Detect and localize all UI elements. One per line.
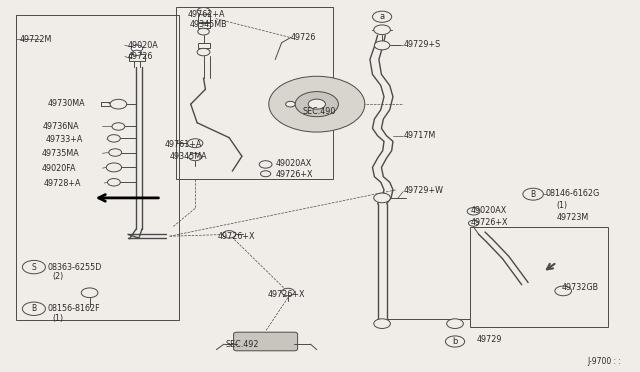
Circle shape (198, 28, 209, 35)
Circle shape (260, 171, 271, 177)
Bar (198, 14, 210, 22)
Text: 49729+W: 49729+W (403, 186, 443, 195)
Bar (16, 15, 179, 320)
Circle shape (445, 336, 465, 347)
Circle shape (372, 11, 392, 22)
Circle shape (282, 288, 294, 296)
Text: 49345MA: 49345MA (170, 153, 207, 161)
Text: J-9700 : :: J-9700 : : (588, 357, 621, 366)
Text: 49722M: 49722M (19, 35, 52, 44)
Bar (129, 54, 145, 61)
Circle shape (108, 179, 120, 186)
Text: b: b (452, 337, 458, 346)
Circle shape (106, 163, 122, 172)
Circle shape (447, 319, 463, 328)
Text: SEC.490: SEC.490 (302, 107, 335, 116)
Circle shape (374, 41, 390, 50)
Text: (2): (2) (52, 272, 64, 281)
Circle shape (131, 45, 143, 52)
Circle shape (374, 193, 390, 203)
Text: 49729+S: 49729+S (403, 40, 440, 49)
Circle shape (468, 220, 479, 226)
Circle shape (555, 286, 572, 296)
Circle shape (295, 92, 339, 117)
Text: 49717M: 49717M (403, 131, 435, 140)
Text: 49728+A: 49728+A (44, 179, 81, 187)
Circle shape (467, 208, 480, 215)
Circle shape (285, 101, 295, 107)
Text: 49020A: 49020A (128, 41, 159, 50)
Text: 49726+X: 49726+X (275, 170, 313, 179)
Circle shape (523, 188, 543, 200)
Text: a: a (380, 12, 385, 21)
Text: 49732GB: 49732GB (562, 283, 599, 292)
Text: B: B (531, 190, 536, 199)
Text: 49726+X: 49726+X (470, 218, 508, 227)
Text: 49726+X: 49726+X (268, 290, 305, 299)
Text: 49345MB: 49345MB (189, 20, 227, 29)
Circle shape (259, 161, 272, 168)
Circle shape (108, 135, 120, 142)
Text: 49020AX: 49020AX (275, 159, 312, 168)
Circle shape (374, 25, 390, 35)
FancyBboxPatch shape (234, 332, 298, 351)
Circle shape (188, 139, 203, 148)
Circle shape (109, 149, 122, 156)
Circle shape (81, 288, 98, 298)
Circle shape (22, 302, 45, 315)
Circle shape (110, 99, 127, 109)
Circle shape (189, 153, 202, 161)
Text: 08156-8162F: 08156-8162F (48, 304, 100, 313)
Text: 49726: 49726 (128, 52, 154, 61)
Text: 08146-6162G: 08146-6162G (545, 189, 600, 198)
Text: 08363-6255D: 08363-6255D (48, 263, 102, 272)
Text: 49761+A: 49761+A (165, 140, 202, 149)
Text: (1): (1) (52, 314, 63, 323)
Circle shape (374, 319, 390, 328)
Circle shape (132, 50, 141, 55)
Text: 49020AX: 49020AX (470, 206, 507, 215)
Circle shape (223, 231, 236, 238)
Text: 49020FA: 49020FA (42, 164, 76, 173)
Circle shape (197, 7, 210, 15)
Text: S: S (31, 263, 36, 272)
Text: 49726+X: 49726+X (218, 232, 255, 241)
Ellipse shape (283, 96, 298, 112)
Bar (470, 227, 608, 327)
Circle shape (308, 99, 326, 109)
Text: 49735MA: 49735MA (42, 149, 79, 158)
Text: 49762+A: 49762+A (188, 10, 225, 19)
Text: 49729: 49729 (477, 335, 502, 344)
Text: 49736NA: 49736NA (42, 122, 79, 131)
Text: SEC.492: SEC.492 (225, 340, 259, 349)
Bar (198, 43, 210, 48)
Text: B: B (31, 304, 36, 313)
Text: 49733+A: 49733+A (46, 135, 83, 144)
Text: 49726: 49726 (291, 33, 316, 42)
Circle shape (197, 48, 210, 56)
Bar (198, 23, 210, 28)
Text: (1): (1) (557, 201, 568, 210)
Bar (176, 7, 333, 179)
Circle shape (22, 260, 45, 274)
Text: 49723M: 49723M (557, 213, 589, 222)
Circle shape (269, 76, 365, 132)
Text: 49730MA: 49730MA (48, 99, 86, 108)
Circle shape (112, 123, 125, 130)
